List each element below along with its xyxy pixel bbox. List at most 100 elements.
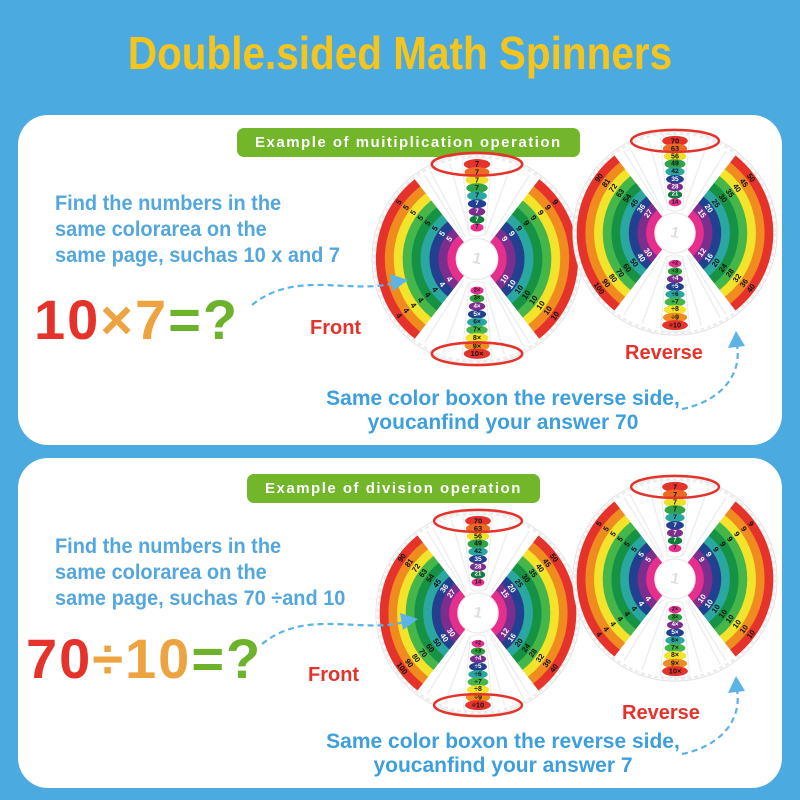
- svg-text:2×: 2×: [672, 607, 678, 613]
- svg-text:÷8: ÷8: [671, 306, 679, 313]
- svg-text:5: 5: [622, 539, 632, 548]
- svg-text:14: 14: [475, 579, 482, 585]
- svg-text:10×: 10×: [471, 349, 484, 358]
- svg-text:÷2: ÷2: [475, 641, 481, 647]
- svg-text:9: 9: [550, 198, 560, 207]
- svg-text:1: 1: [471, 250, 483, 268]
- reverse-spinner-graphic: 1 90 81 72 63 54 45 36 27 50 45 40 35 30 25 20 15 100 90 80…: [570, 128, 780, 338]
- division-example-panel: Example of division operation Find the n…: [18, 458, 782, 788]
- equation-operand1: 10: [34, 288, 101, 351]
- description-line: Find the numbers in the: [55, 535, 282, 558]
- svg-text:÷5: ÷5: [672, 283, 679, 290]
- svg-text:7: 7: [673, 545, 676, 551]
- svg-text:35: 35: [671, 176, 679, 183]
- svg-text:7: 7: [475, 224, 479, 230]
- svg-text:5×: 5×: [473, 311, 481, 318]
- svg-text:9: 9: [746, 519, 756, 528]
- svg-text:1: 1: [472, 604, 484, 622]
- svg-text:÷3: ÷3: [672, 268, 679, 274]
- svg-text:3×: 3×: [672, 614, 679, 620]
- dashed-arrow-icon: [251, 274, 408, 306]
- svg-text:9: 9: [718, 540, 728, 549]
- svg-text:7: 7: [475, 160, 480, 169]
- svg-text:9: 9: [704, 550, 714, 559]
- svg-text:28: 28: [671, 183, 679, 190]
- svg-text:4: 4: [408, 301, 418, 310]
- svg-text:56: 56: [474, 532, 482, 540]
- dashed-arrow-icon: [261, 613, 418, 645]
- svg-text:5: 5: [408, 208, 418, 217]
- svg-text:9: 9: [507, 229, 517, 238]
- svg-text:70: 70: [671, 136, 679, 145]
- svg-text:5: 5: [437, 229, 447, 238]
- svg-text:49: 49: [671, 160, 679, 167]
- svg-text:÷9: ÷9: [474, 693, 482, 701]
- multiplication-example-panel: Example of muitiplication operation Find…: [18, 115, 782, 445]
- svg-text:56: 56: [671, 152, 679, 160]
- answer-line: youcanfind your answer 70: [367, 411, 639, 435]
- svg-text:4: 4: [416, 296, 426, 305]
- svg-text:4: 4: [423, 290, 433, 299]
- svg-text:3×: 3×: [474, 295, 481, 301]
- svg-text:5: 5: [430, 224, 440, 233]
- svg-text:14: 14: [672, 199, 679, 205]
- svg-text:4×: 4×: [473, 303, 480, 310]
- svg-text:35: 35: [474, 556, 482, 563]
- svg-text:÷10: ÷10: [472, 701, 484, 710]
- svg-text:÷8: ÷8: [474, 686, 482, 693]
- svg-text:21: 21: [672, 192, 679, 198]
- svg-text:9×: 9×: [473, 341, 481, 350]
- svg-text:1: 1: [669, 570, 681, 588]
- svg-text:5: 5: [601, 524, 611, 533]
- svg-text:70: 70: [474, 516, 482, 525]
- svg-text:5: 5: [608, 529, 618, 538]
- svg-text:9: 9: [732, 530, 742, 539]
- svg-text:7: 7: [475, 184, 479, 192]
- division-banner: Example of division operation: [247, 474, 540, 503]
- multiplication-equation: 10 × 7 =?: [34, 287, 239, 352]
- reverse-label: Reverse: [625, 342, 703, 364]
- svg-text:÷4: ÷4: [672, 276, 679, 282]
- svg-text:7: 7: [673, 482, 677, 491]
- svg-text:÷7: ÷7: [671, 299, 679, 306]
- description-line: same colorarea on the: [55, 218, 267, 242]
- svg-text:6×: 6×: [671, 637, 679, 644]
- answer-line: youcanfind your answer 7: [373, 754, 633, 778]
- svg-text:4: 4: [601, 625, 611, 634]
- svg-text:7: 7: [475, 216, 479, 223]
- description-line: same page, suchas 10 x and 7: [55, 244, 340, 268]
- svg-text:63: 63: [474, 524, 482, 533]
- svg-text:7: 7: [673, 490, 677, 499]
- svg-text:1: 1: [669, 224, 681, 242]
- svg-text:5: 5: [629, 544, 639, 553]
- svg-text:8×: 8×: [473, 334, 481, 342]
- svg-text:6×: 6×: [473, 319, 481, 326]
- svg-text:9: 9: [529, 214, 539, 223]
- svg-text:4: 4: [430, 285, 440, 294]
- svg-text:÷3: ÷3: [475, 648, 482, 654]
- svg-text:5×: 5×: [671, 629, 679, 636]
- svg-text:9×: 9×: [671, 659, 679, 667]
- svg-text:42: 42: [671, 168, 679, 175]
- svg-text:9: 9: [536, 208, 546, 217]
- svg-text:5: 5: [394, 197, 404, 206]
- svg-text:4×: 4×: [672, 622, 679, 628]
- page-title: Double.sided Math Spinners: [127, 27, 673, 79]
- front-label: Front: [310, 317, 362, 339]
- svg-text:21: 21: [475, 572, 482, 578]
- equation-operand1: 70: [26, 627, 93, 690]
- svg-text:7: 7: [673, 498, 677, 506]
- svg-text:8×: 8×: [671, 652, 679, 659]
- multiplication-description: Find the numbers in the same colorarea o…: [55, 191, 340, 269]
- reverse-label: Reverse: [622, 702, 700, 724]
- svg-text:5: 5: [636, 549, 646, 558]
- svg-text:7: 7: [673, 514, 677, 521]
- equation-operator: ×: [100, 288, 135, 351]
- svg-text:9: 9: [500, 235, 510, 244]
- description-line: same page, suchas 70 ÷and 10: [55, 587, 346, 611]
- svg-text:28: 28: [474, 563, 482, 570]
- svg-text:7: 7: [475, 192, 479, 199]
- front-label: Front: [308, 664, 360, 686]
- svg-text:7: 7: [475, 168, 479, 177]
- equation-operand2: 7: [135, 288, 169, 351]
